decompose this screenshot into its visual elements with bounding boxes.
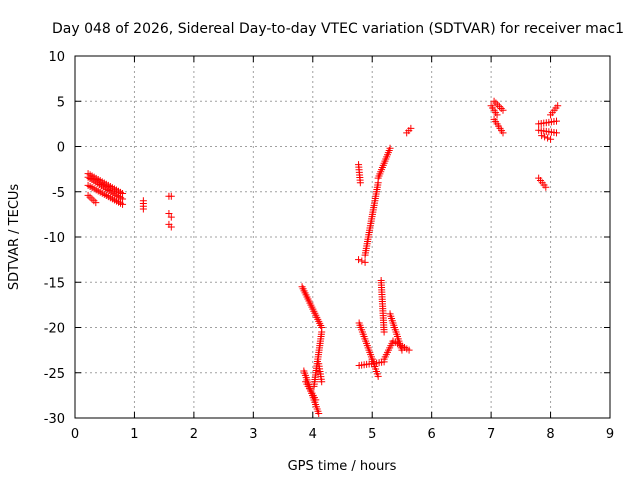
y-tick-label: -25 [44,367,65,382]
data-point [544,134,552,142]
data-point [405,346,413,354]
x-tick-label: 9 [606,427,614,442]
data-point [541,133,549,141]
data-point [86,193,94,201]
data-point [398,346,406,354]
data-point [547,135,555,143]
data-point [554,102,562,110]
data-point [167,192,175,200]
axis-ticks: 0 1 2 3 4 5 6 7 8 9 10 5 0 -5 -10 -15 -20 -25 -30 [44,50,614,442]
y-tick-label: -5 [52,186,65,201]
data-point [92,199,100,207]
data-point [356,179,364,187]
data-point [374,372,382,380]
x-tick-label: 7 [487,427,495,442]
data-point [318,328,326,336]
data-point [380,328,388,336]
y-tick-label: 5 [57,95,65,110]
x-tick-label: 4 [309,427,317,442]
y-tick-label: 0 [57,141,65,156]
y-tick-label: 10 [48,50,65,65]
data-point [492,99,500,107]
data-point [358,257,366,265]
data-point [165,209,173,217]
data-point [386,144,394,152]
data-point [119,200,127,208]
x-tick-label: 1 [130,427,138,442]
data-point [315,409,323,417]
data-point [84,191,92,199]
x-tick-label: 0 [71,427,79,442]
data-point [493,111,501,119]
x-axis-label: GPS time / hours [288,459,397,474]
data-point [90,197,98,205]
data-point [361,258,369,266]
grid-lines [75,56,610,418]
data-point [553,129,560,137]
data-point [553,117,560,125]
x-tick-label: 5 [368,427,376,442]
x-tick-label: 6 [428,427,436,442]
x-tick-label: 8 [546,427,554,442]
data-point [499,106,507,114]
x-tick-label: 3 [249,427,257,442]
data-point [538,132,546,140]
data-points [84,97,562,417]
data-point [542,183,550,191]
data-point [490,97,498,105]
data-point [499,129,507,137]
y-tick-label: -10 [44,231,65,246]
y-tick-label: -30 [44,412,65,427]
data-point [312,396,320,404]
data-point [167,213,175,221]
y-axis-label: SDTVAR / TECUs [7,184,22,291]
data-point [494,101,502,109]
data-point [407,124,415,132]
data-point [318,378,326,386]
x-tick-label: 2 [190,427,198,442]
chart-title: Day 048 of 2026, Sidereal Day-to-day VTE… [52,21,624,37]
data-point [139,205,147,213]
data-point [88,195,96,203]
y-tick-label: -20 [44,322,65,337]
data-point [355,256,363,264]
data-point [167,223,175,231]
y-tick-label: -15 [44,276,65,291]
data-point [497,104,505,112]
data-point [495,103,503,111]
